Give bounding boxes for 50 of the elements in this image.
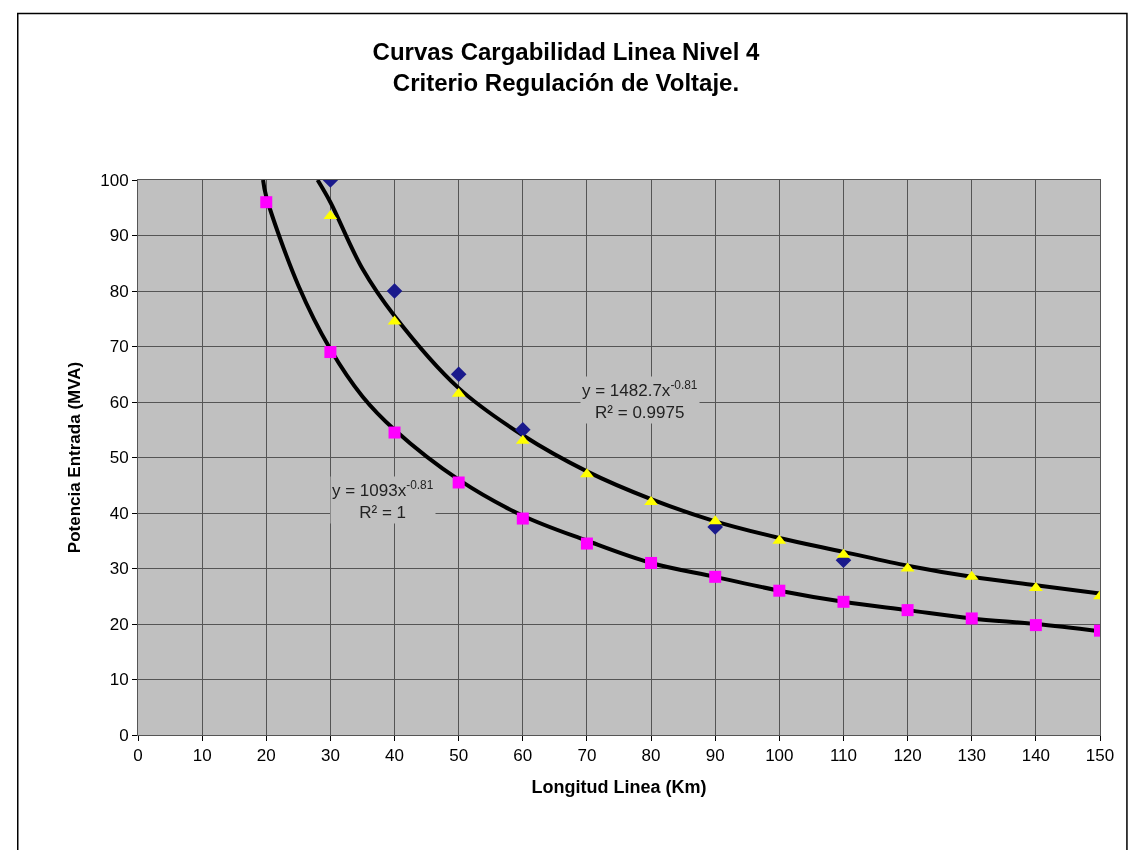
y-axis-title: Potencia Entrada (MVA) — [64, 361, 84, 554]
point — [515, 421, 531, 438]
x-tick-label: 40 — [385, 746, 404, 766]
chart-title: Curvas Cargabilidad Linea Nivel 4 Criterio Regulación de Voltaje. — [372, 37, 761, 96]
point — [1029, 619, 1042, 632]
y-tick-label: 30 — [109, 559, 129, 579]
annotation: y = 1482.7x$^{-0.81}$ R² = 0.9975 — [582, 378, 698, 423]
point — [773, 584, 786, 597]
x-tick-label: 120 — [893, 746, 922, 766]
point — [452, 476, 465, 489]
y-tick-label: 40 — [109, 503, 129, 523]
y-tick-label: 10 — [109, 670, 129, 690]
x-tick-label: 30 — [320, 746, 340, 766]
x-tick-label: 140 — [1021, 746, 1051, 766]
point — [450, 366, 467, 383]
point — [901, 604, 914, 617]
point — [837, 595, 850, 608]
x-tick-label: 50 — [449, 746, 469, 766]
point — [516, 512, 529, 525]
x-tick-label: 60 — [513, 746, 533, 766]
x-tick-label: 10 — [192, 746, 212, 766]
y-tick-label: 80 — [109, 281, 129, 301]
point — [260, 196, 273, 209]
x-axis-title: Longitud Linea (Km) — [531, 776, 707, 797]
point — [965, 612, 978, 625]
y-tick-label: 50 — [109, 448, 129, 468]
x-tick-label: 110 — [829, 746, 858, 766]
y-tick-label: 70 — [109, 337, 129, 357]
y-tick-label: 100 — [100, 170, 129, 190]
x-tick-label: 90 — [705, 746, 725, 766]
point — [580, 468, 594, 478]
annotation: y = 1093x$^{-0.81}$ R² = 1 — [332, 478, 434, 523]
x-tick-label: 150 — [1085, 746, 1115, 766]
x-tick-label: 20 — [256, 746, 276, 766]
point — [388, 426, 401, 439]
x-tick-label: 80 — [641, 746, 661, 766]
y-tick-label: 60 — [109, 392, 129, 412]
point — [386, 283, 403, 299]
x-tick-label: 70 — [577, 746, 597, 766]
x-tick-label: 100 — [765, 746, 794, 766]
y-tick-label: 0 — [119, 725, 129, 745]
point — [645, 556, 658, 569]
point — [644, 495, 658, 505]
point — [324, 346, 337, 359]
x-tick-label: 130 — [957, 746, 986, 766]
x-tick-label: 0 — [133, 746, 143, 766]
y-tick-label: 90 — [109, 226, 129, 246]
y-tick-label: 20 — [109, 614, 129, 634]
point — [709, 570, 722, 583]
point — [580, 537, 593, 550]
